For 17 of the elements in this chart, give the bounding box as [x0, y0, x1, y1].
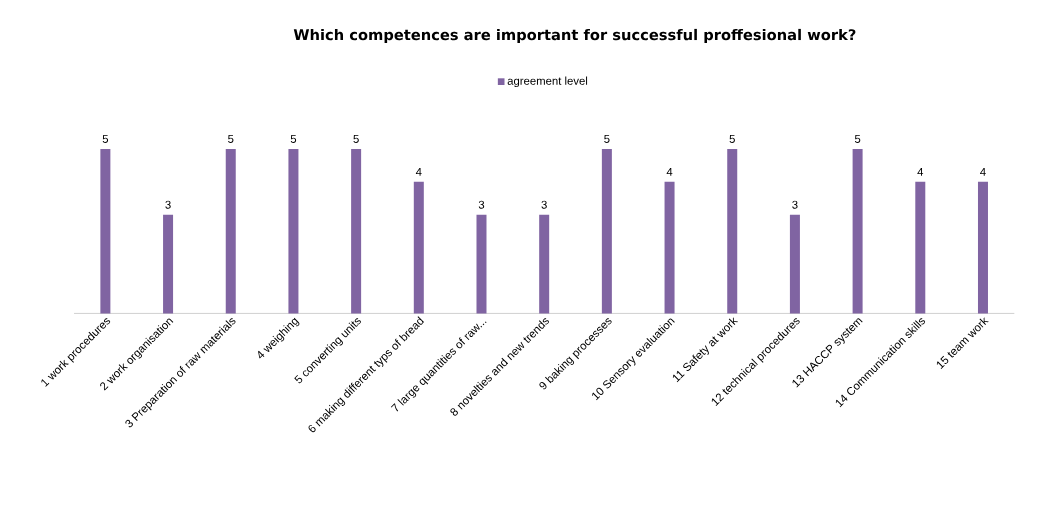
data-label: 4 [980, 167, 986, 176]
data-label: 3 [541, 200, 547, 209]
data-label: 3 [165, 200, 171, 209]
data-label: 4 [415, 167, 422, 176]
data-label: 5 [102, 134, 109, 143]
data-label: 5 [290, 134, 297, 143]
data-label: 4 [917, 167, 924, 176]
data-label: 5 [228, 134, 234, 143]
data-label: 3 [478, 200, 485, 209]
data-label: 5 [604, 134, 610, 143]
data-label: 4 [666, 167, 673, 176]
chart-title: Which competences are important for successful proffesional work? [293, 28, 856, 43]
data-label: 5 [353, 134, 359, 143]
legend-label: agreement level [507, 76, 588, 87]
data-label: 5 [729, 134, 735, 143]
data-label: 3 [792, 200, 798, 209]
data-label: 5 [854, 134, 861, 143]
